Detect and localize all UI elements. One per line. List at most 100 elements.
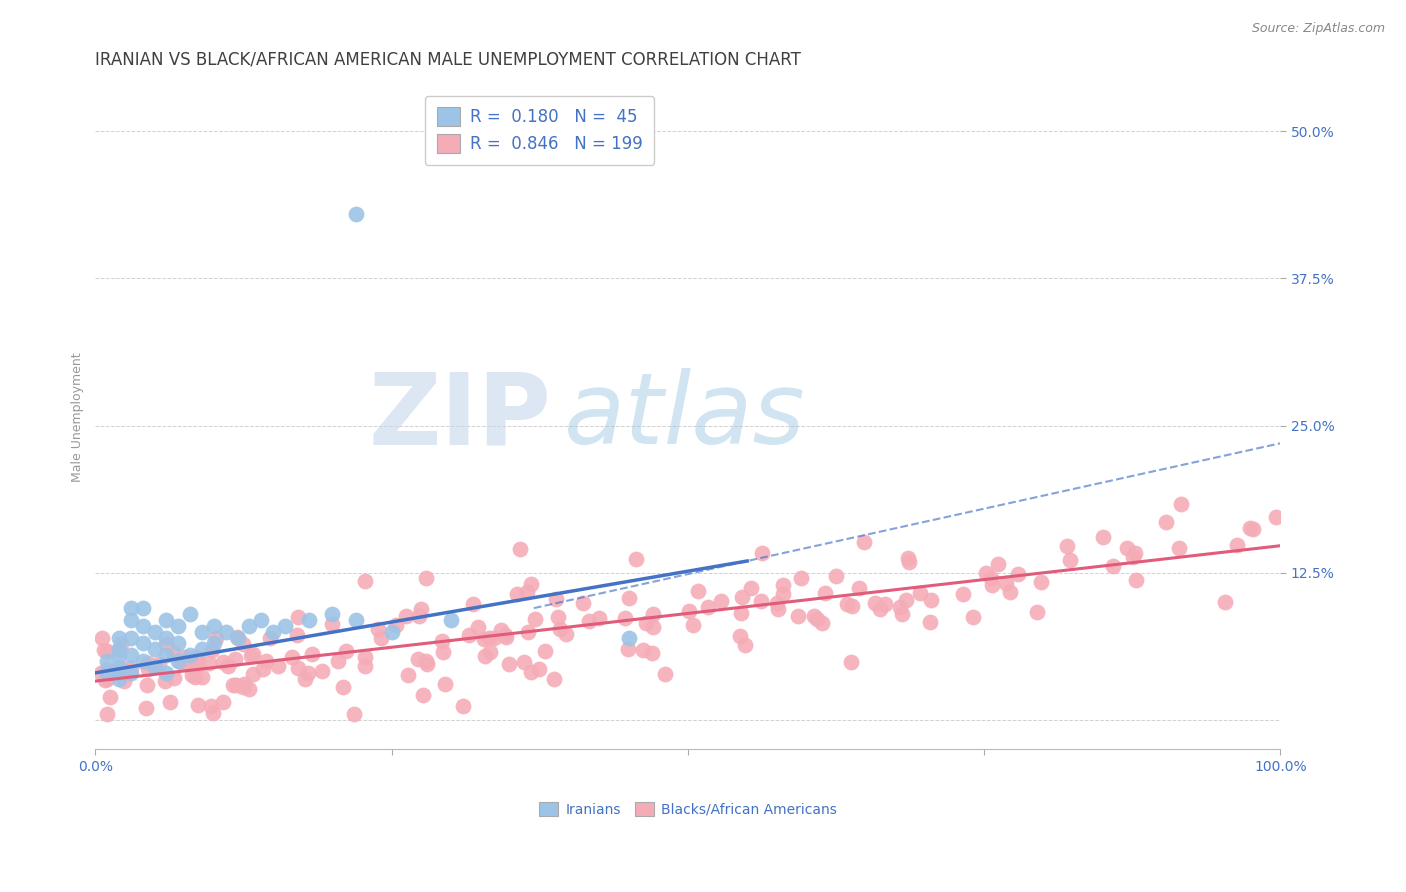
Point [682,617,704,632]
Point [787,608,810,623]
Point [136,656,159,670]
Text: ZIP: ZIP [368,368,551,466]
Point [212,655,235,669]
Point [619,591,641,606]
Point [162,647,184,661]
Point [409,601,432,615]
Point [108,672,131,686]
Point [1213,594,1236,608]
Point [765,597,787,611]
Point [520,665,543,679]
Point [697,600,720,615]
Point [1056,539,1078,553]
Point [789,571,811,585]
Point [132,636,155,650]
Point [516,585,538,599]
Point [332,680,354,694]
Point [952,587,974,601]
Point [479,645,502,659]
Point [751,546,773,560]
Point [643,620,665,634]
Point [482,632,505,646]
Point [474,648,496,663]
Point [181,668,204,682]
Point [571,596,593,610]
Point [96,665,118,680]
Point [91,631,114,645]
Point [155,631,177,645]
Point [212,695,235,709]
Point [897,550,920,565]
Point [869,602,891,616]
Point [143,660,166,674]
Point [1029,574,1052,589]
Point [155,613,177,627]
Point [1007,566,1029,581]
Point [90,665,112,680]
Point [354,574,377,588]
Point [889,600,911,615]
Point [311,664,333,678]
Point [772,578,794,592]
Point [634,615,657,630]
Point [891,607,914,621]
Point [217,659,239,673]
Point [167,654,190,668]
Point [187,654,209,668]
Point [995,575,1018,590]
Point [370,631,392,645]
Point [118,664,141,678]
Point [1025,605,1047,619]
Point [1122,549,1144,564]
Point [489,624,512,638]
Point [167,619,190,633]
Point [96,644,118,658]
Point [467,620,489,634]
Point [167,636,190,650]
Point [811,616,834,631]
Point [527,662,550,676]
Point [111,660,134,674]
Point [108,642,131,657]
Point [328,654,350,668]
Point [179,607,201,621]
Point [641,646,664,660]
Point [344,207,367,221]
Point [155,637,177,651]
Point [641,607,664,622]
Point [544,591,567,606]
Point [848,581,870,595]
Point [1170,497,1192,511]
Point [225,678,247,692]
Y-axis label: Male Unemployment: Male Unemployment [72,352,84,482]
Point [238,681,260,696]
Point [294,672,316,686]
Point [232,680,254,694]
Point [155,665,177,680]
Point [250,613,273,627]
Point [232,637,254,651]
Legend: Iranians, Blacks/African Americans: Iranians, Blacks/African Americans [533,797,842,822]
Point [432,645,454,659]
Point [384,618,406,632]
Point [406,652,429,666]
Point [728,629,751,643]
Point [415,571,437,585]
Point [578,615,600,629]
Point [841,599,863,613]
Point [110,637,132,651]
Point [233,677,256,691]
Point [204,632,226,646]
Point [825,569,848,583]
Point [344,613,367,627]
Point [1059,552,1081,566]
Point [108,631,131,645]
Point [179,657,201,671]
Point [105,664,128,678]
Text: atlas: atlas [564,368,806,466]
Point [259,631,281,645]
Point [285,628,308,642]
Point [201,706,224,720]
Point [252,662,274,676]
Point [498,657,520,672]
